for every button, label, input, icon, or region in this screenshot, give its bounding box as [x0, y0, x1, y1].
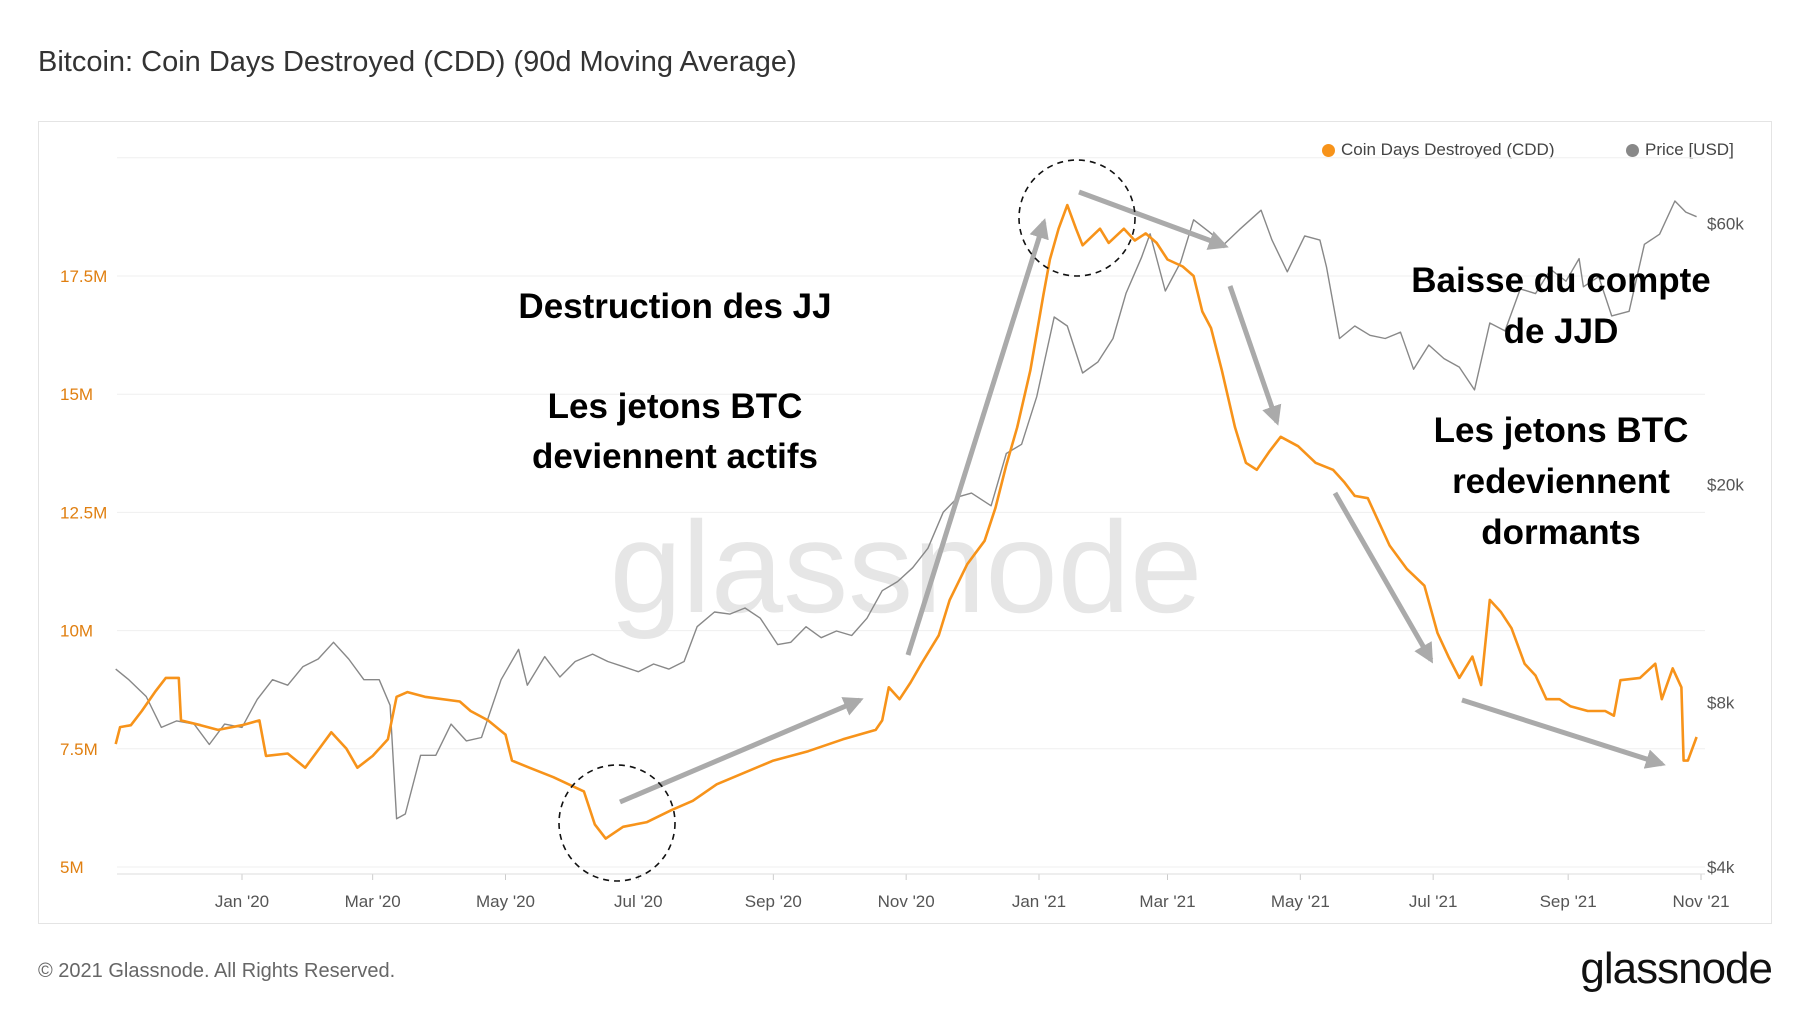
x-tick-label: Mar '21: [1139, 892, 1195, 911]
x-tick-label: Sep '20: [745, 892, 802, 911]
copyright: © 2021 Glassnode. All Rights Reserved.: [38, 960, 396, 982]
annotation-circle: [1018, 159, 1136, 277]
legend-dot-icon: [1626, 143, 1639, 157]
annotation-arrow: [905, 218, 1049, 656]
annotation-arrow: [1332, 491, 1434, 664]
annotation-text: Les jetons BTC: [1434, 411, 1689, 450]
glassnode-logo[interactable]: glassnode: [1580, 944, 1773, 993]
y-right-tick-label: $8k: [1707, 693, 1735, 712]
legend-label: Coin Days Destroyed (CDD): [1341, 140, 1555, 159]
annotation-text: Les jetons BTC: [548, 387, 803, 426]
legend-label: Price [USD]: [1645, 140, 1734, 159]
y-left-tick-label: 15M: [60, 385, 93, 404]
y-left-tick-label: 7.5M: [60, 740, 98, 759]
x-tick-label: May '20: [476, 892, 535, 911]
price-line: [115, 200, 1697, 820]
y-right-tick-label: $60k: [1707, 215, 1744, 234]
chart-title: Bitcoin: Coin Days Destroyed (CDD) (90d …: [38, 46, 797, 78]
legend-item-cdd[interactable]: Coin Days Destroyed (CDD): [1322, 140, 1555, 160]
legend-dot-icon: [1322, 143, 1335, 157]
x-tick-label: Jan '20: [215, 892, 269, 911]
x-tick-label: Jan '21: [1012, 892, 1066, 911]
annotation-arrow: [1078, 189, 1229, 250]
x-tick-label: Sep '21: [1540, 892, 1597, 911]
annotation-arrow: [1461, 697, 1666, 769]
x-tick-label: Jul '20: [614, 892, 663, 911]
cdd-line: [114, 203, 1698, 840]
annotation-text: deviennent actifs: [532, 437, 818, 476]
annotation-circle: [558, 764, 676, 882]
chart-frame: [38, 121, 1772, 924]
x-tick-label: Jul '21: [1409, 892, 1458, 911]
annotation-text: de JJD: [1504, 312, 1619, 351]
annotation-text: Destruction des JJ: [518, 287, 831, 326]
y-left-tick-label: 17.5M: [60, 267, 107, 286]
y-right-tick-label: $20k: [1707, 476, 1744, 495]
annotation-text: redeviennent: [1452, 462, 1670, 501]
watermark: glassnode: [610, 494, 1203, 640]
y-left-tick-label: 10M: [60, 622, 93, 641]
y-left-tick-label: 12.5M: [60, 503, 107, 522]
x-tick-label: Mar '20: [345, 892, 401, 911]
annotation-arrow: [1227, 285, 1282, 426]
annotation-arrow: [619, 697, 864, 805]
x-tick-label: Nov '21: [1672, 892, 1729, 911]
annotation-text: Baisse du compte: [1411, 261, 1711, 300]
x-tick-label: Nov '20: [878, 892, 935, 911]
legend-item-price[interactable]: Price [USD]: [1626, 140, 1734, 160]
y-right-tick-label: $4k: [1707, 858, 1735, 877]
y-left-tick-label: 5M: [60, 858, 84, 877]
annotation-text: dormants: [1481, 513, 1640, 552]
x-tick-label: May '21: [1271, 892, 1330, 911]
